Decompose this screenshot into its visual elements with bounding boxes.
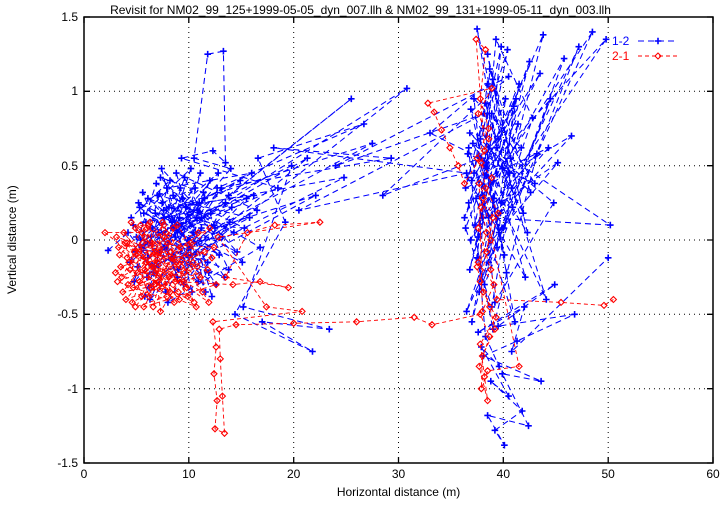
y-tick-label: -1: [67, 381, 78, 396]
legend: 1-2 2-1: [612, 33, 680, 63]
series-line-2-1: [103, 38, 614, 435]
x-tick-label: 10: [182, 467, 196, 481]
legend-diamond-marker-icon: [638, 51, 679, 60]
y-tick-label: 0: [71, 233, 78, 247]
y-tick-label: -1.5: [57, 456, 78, 470]
x-tick-label: 50: [601, 467, 615, 481]
chart-title: Revisit for NM02_99_125+1999-05-05_dyn_0…: [110, 3, 611, 17]
x-axis-label: Horizontal distance (m): [336, 485, 461, 499]
x-tick-label: 60: [706, 467, 720, 481]
plot-frame: [83, 16, 714, 464]
x-tick-label: 20: [286, 467, 301, 481]
axis-ticks: [83, 16, 714, 464]
y-tick-label: 0.5: [61, 158, 78, 173]
legend-entry-1-2: 1-2: [612, 33, 680, 48]
grid-lines: [84, 17, 713, 463]
legend-label-2-1: 2-1: [612, 48, 630, 63]
y-tick-label: 1.5: [61, 10, 78, 24]
y-tick-label: 1: [71, 84, 78, 99]
x-tick-label: 30: [391, 467, 406, 481]
x-tick-label: 40: [496, 467, 511, 481]
legend-label-1-2: 1-2: [612, 33, 630, 48]
y-tick-label: -0.5: [57, 307, 78, 322]
legend-entry-2-1: 2-1: [612, 48, 680, 63]
series-markers-2-1: [101, 35, 618, 438]
x-tick-label: 0: [80, 467, 88, 481]
legend-plus-marker-icon: [638, 37, 679, 44]
